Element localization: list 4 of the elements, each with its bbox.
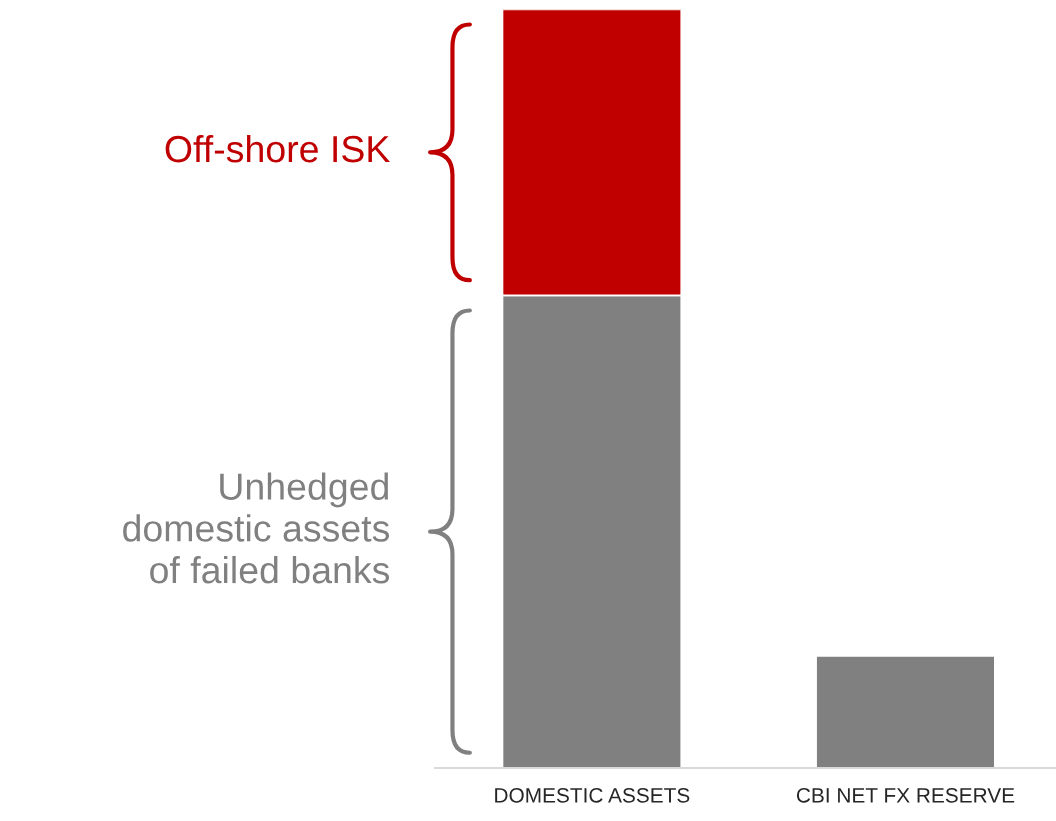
text: Off-shore ISK [165, 134, 390, 163]
x-tick-label: DOMESTIC ASSETS [495, 787, 690, 803]
x-tick-label: CBI NET FX RESERVE [796, 787, 1015, 803]
text: Unhedged domestic assets of failed banks [123, 472, 390, 584]
